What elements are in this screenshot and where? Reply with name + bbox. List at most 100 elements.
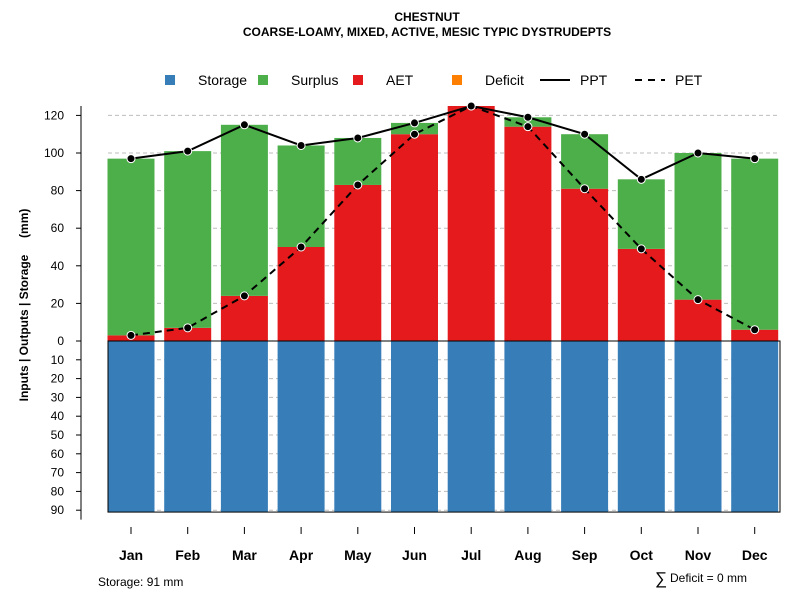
point-pet-dec	[750, 325, 760, 335]
x-tick-label-jan: Jan	[119, 547, 143, 563]
y-tick-label-bottom-80: 80	[51, 484, 65, 498]
legend-swatch-surplus	[258, 75, 268, 85]
y-tick-label-top-40: 40	[51, 259, 65, 273]
legend-swatch-deficit	[452, 75, 462, 85]
x-tick-label-jun: Jun	[402, 547, 427, 563]
y-tick-label-bottom-20: 20	[51, 372, 65, 386]
bar-surplus-jan	[107, 158, 155, 336]
legend-swatch-aet	[353, 75, 363, 85]
bar-surplus-may	[334, 137, 382, 185]
y-tick-label-bottom-70: 70	[51, 466, 65, 480]
bar-surplus-oct	[617, 179, 665, 249]
sigma-symbol: ∑	[655, 569, 667, 588]
y-tick-label-top-0: 0	[57, 334, 64, 348]
legend-swatch-storage	[165, 75, 175, 85]
bar-aet-jun	[391, 134, 438, 341]
x-tick-label-dec: Dec	[742, 547, 768, 563]
deficit-annotation: Deficit = 0 mm	[670, 571, 747, 585]
y-tick-label-bottom-30: 30	[51, 390, 65, 404]
point-ppt-jun	[410, 118, 419, 128]
chart-subtitle: COARSE-LOAMY, MIXED, ACTIVE, MESIC TYPIC…	[243, 25, 611, 39]
point-ppt-apr	[296, 140, 306, 150]
legend-label-deficit: Deficit	[485, 72, 524, 88]
y-tick-label-top-120: 120	[44, 108, 64, 122]
bar-surplus-feb	[164, 151, 212, 328]
x-axis: Jan Feb Mar Apr May Jun Jul Aug Sep Oct Nov Dec	[119, 527, 768, 563]
bar-surplus-mar	[220, 124, 268, 296]
point-ppt-mar	[239, 120, 249, 130]
gridlines	[108, 114, 780, 511]
bar-storage-nov	[674, 341, 722, 513]
x-tick-label-may: May	[344, 547, 371, 563]
bar-storage-feb	[164, 341, 212, 513]
line-pet	[130, 104, 756, 337]
point-ppt-feb	[183, 146, 193, 156]
point-pet-mar	[239, 291, 249, 301]
point-pet-sep	[580, 184, 590, 194]
bar-aet-may	[334, 184, 382, 341]
x-tick-label-aug: Aug	[514, 547, 541, 563]
point-pet-aug	[523, 122, 533, 132]
y-axis-label: Inputs | Outputs | Storage (mm)	[17, 209, 31, 402]
legend-label-pet: PET	[675, 72, 703, 88]
y-tick-label-bottom-10: 10	[51, 353, 65, 367]
point-pet-jun	[410, 129, 419, 139]
point-ppt-jan	[126, 154, 136, 164]
line-ppt	[130, 104, 755, 181]
bar-storage-apr	[277, 341, 325, 513]
bar-storage-may	[334, 341, 382, 513]
bar-storage-jul	[447, 341, 495, 513]
point-pet-may	[353, 180, 363, 190]
point-ppt-nov	[693, 148, 703, 158]
x-tick-label-nov: Nov	[685, 547, 712, 563]
y-tick-label-bottom-90: 90	[51, 503, 65, 517]
x-tick-label-sep: Sep	[572, 547, 598, 563]
point-ppt-may	[353, 133, 363, 143]
bar-storage-sep	[561, 341, 609, 513]
bars	[107, 106, 779, 513]
bar-aet-feb	[164, 327, 212, 341]
x-tick-label-feb: Feb	[175, 547, 200, 563]
point-ppt-oct	[636, 174, 646, 184]
bar-aet-dec	[731, 329, 779, 341]
point-pet-oct	[636, 244, 646, 254]
point-ppt-sep	[580, 129, 590, 139]
bar-storage-mar	[220, 341, 268, 513]
y-tick-label-bottom-50: 50	[51, 428, 65, 442]
bar-aet-jul	[447, 106, 495, 341]
y-tick-label-bottom-40: 40	[51, 409, 65, 423]
legend-label-aet: AET	[386, 72, 414, 88]
storage-annotation: Storage: 91 mm	[98, 575, 183, 589]
bar-surplus-nov	[674, 153, 722, 300]
bar-storage-oct	[617, 341, 665, 513]
bar-storage-dec	[731, 341, 779, 513]
point-pet-jul	[466, 101, 476, 111]
point-pet-jan	[126, 330, 136, 340]
bar-aet-oct	[617, 248, 665, 341]
bar-aet-sep	[561, 188, 609, 341]
bar-surplus-aug	[504, 117, 552, 127]
y-tick-label-top-60: 60	[51, 221, 65, 235]
y-tick-label-top-100: 100	[44, 146, 64, 160]
x-tick-label-mar: Mar	[232, 547, 257, 563]
point-pet-feb	[183, 323, 193, 333]
y-axis: 0 20 40 60 80 100 120 10 20 30 40 50 60 70 80 90	[44, 106, 82, 520]
y-tick-label-top-80: 80	[51, 184, 65, 198]
legend-label-surplus: Surplus	[291, 72, 338, 88]
chart-title: CHESTNUT	[394, 10, 460, 24]
point-pet-nov	[693, 295, 703, 305]
bar-aet-apr	[277, 247, 325, 341]
point-ppt-dec	[750, 154, 760, 164]
bar-aet-nov	[674, 299, 722, 341]
bar-surplus-dec	[731, 158, 779, 330]
bar-surplus-sep	[561, 134, 609, 189]
bar-storage-jun	[391, 341, 438, 513]
y-tick-label-bottom-60: 60	[51, 447, 65, 461]
legend: Storage Surplus AET Deficit PPT PET	[165, 72, 703, 88]
bar-aet-aug	[504, 126, 552, 342]
bar-aet-mar	[220, 295, 268, 341]
x-tick-label-jul: Jul	[461, 547, 481, 563]
bar-storage-aug	[504, 341, 552, 513]
x-tick-label-apr: Apr	[289, 547, 314, 563]
legend-label-ppt: PPT	[580, 72, 608, 88]
